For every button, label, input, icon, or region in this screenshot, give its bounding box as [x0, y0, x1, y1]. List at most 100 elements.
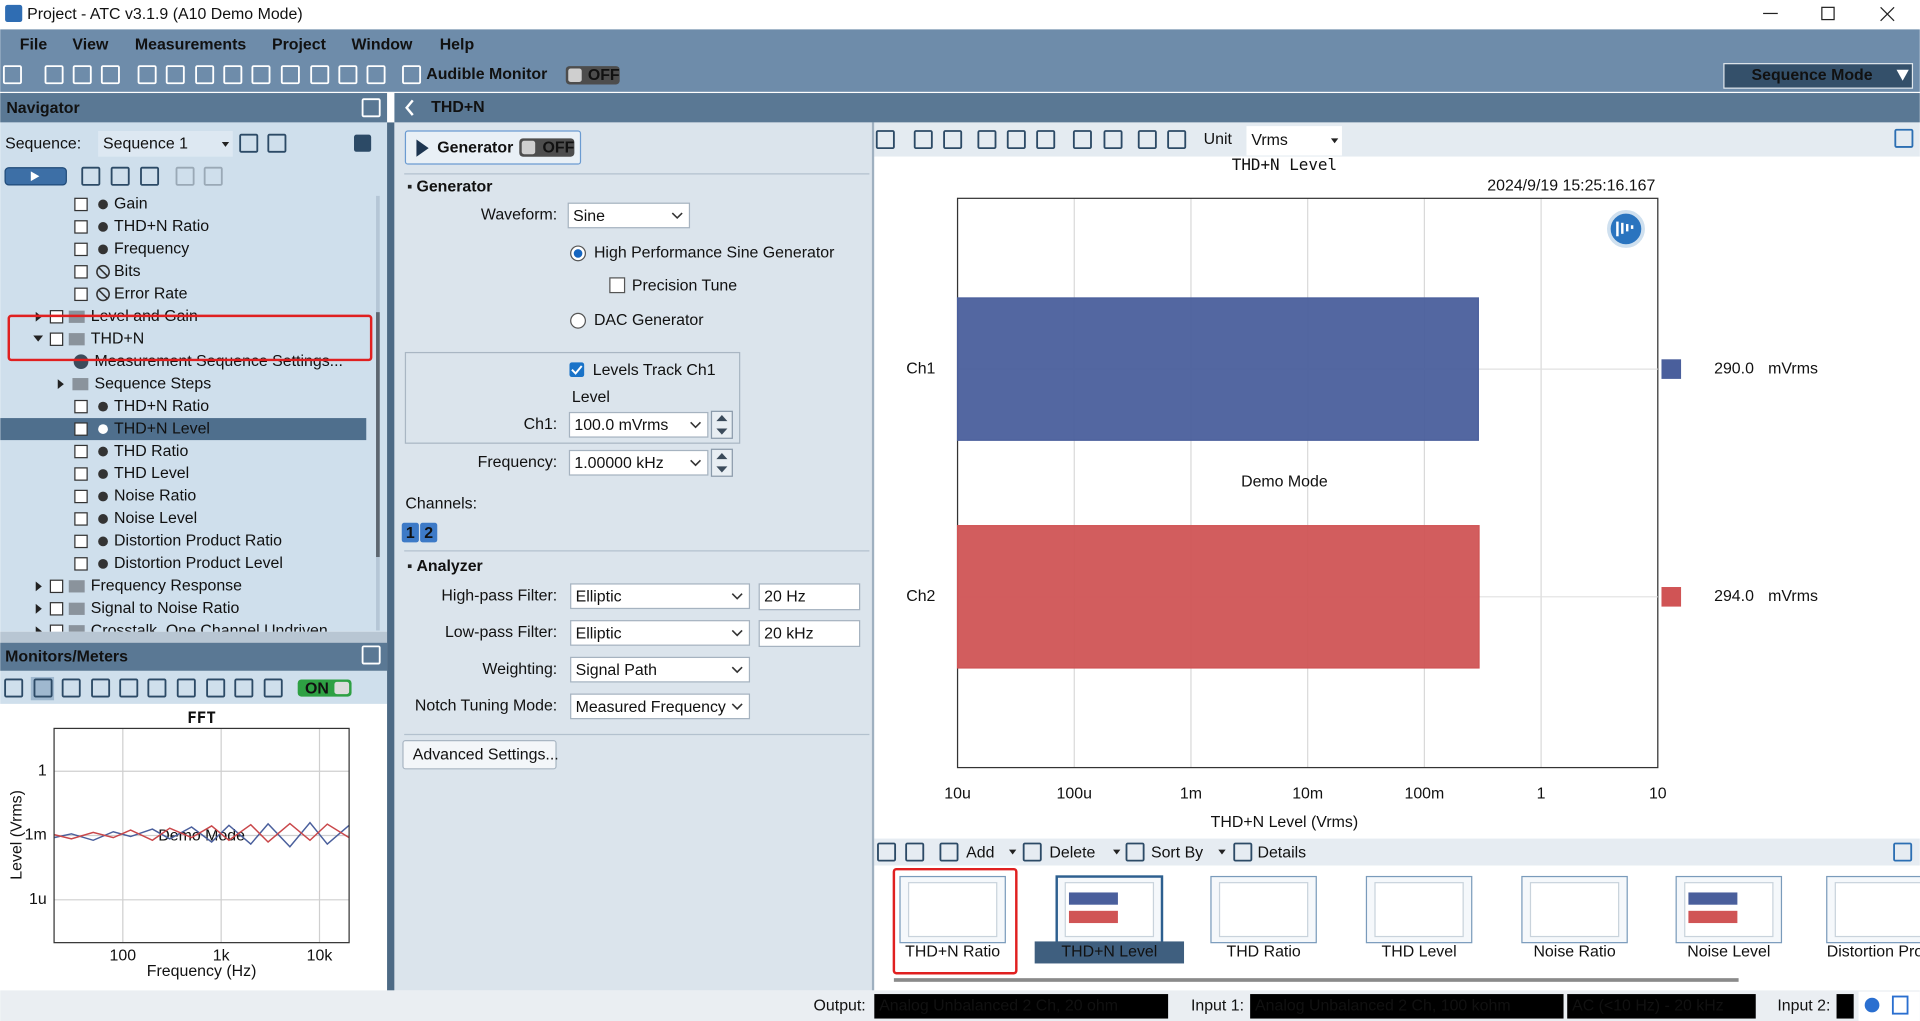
tree-item[interactable]: THD+N Ratio: [114, 218, 209, 235]
toolbar-icon[interactable]: [147, 678, 167, 698]
toolbar-icon[interactable]: [195, 65, 215, 85]
checkbox[interactable]: [49, 579, 64, 594]
toolbar-icon[interactable]: [366, 65, 386, 85]
toolbar-icon[interactable]: [1894, 128, 1914, 148]
analyzer-input[interactable]: [758, 620, 861, 648]
toolbar-icon[interactable]: [175, 166, 195, 186]
tree-item[interactable]: Bits: [114, 263, 141, 280]
toolbar-icon[interactable]: [176, 678, 196, 698]
toolbar-icon[interactable]: [91, 678, 111, 698]
channel-button[interactable]: [420, 522, 438, 543]
back-button[interactable]: [405, 99, 414, 116]
checkbox[interactable]: [49, 624, 64, 637]
toolbar-icon[interactable]: [1893, 842, 1913, 862]
menu-item[interactable]: File: [20, 36, 48, 53]
toolbar-icon[interactable]: [2, 65, 22, 85]
toolbar-icon[interactable]: [1036, 130, 1056, 150]
toolbar-icon[interactable]: [1167, 130, 1187, 150]
checkbox[interactable]: [74, 534, 88, 549]
toolbar-icon[interactable]: [72, 65, 92, 85]
analyzer-select[interactable]: [570, 620, 751, 646]
checkbox[interactable]: [74, 489, 88, 504]
toolbar-icon[interactable]: [251, 65, 271, 85]
toolbar-icon[interactable]: [263, 678, 283, 698]
checkbox[interactable]: [74, 287, 88, 302]
checkbox[interactable]: [74, 197, 88, 212]
checkbox[interactable]: [74, 265, 88, 279]
toolbar-icon[interactable]: [44, 65, 64, 85]
toolbar-icon[interactable]: [1125, 842, 1145, 862]
tree-item[interactable]: THD Ratio: [114, 443, 188, 460]
toolbar-icon[interactable]: [875, 130, 895, 150]
analyzer-select[interactable]: [570, 693, 751, 720]
toolbar-icon[interactable]: [234, 678, 254, 698]
tree-item[interactable]: Signal to Noise Ratio: [91, 600, 240, 617]
scrollbar-thumb[interactable]: [376, 312, 380, 558]
toolbar-icon[interactable]: [33, 678, 53, 698]
toolbar-icon[interactable]: [913, 130, 933, 150]
tree-item[interactable]: Distortion Product Ratio: [114, 533, 282, 550]
tree-item[interactable]: Measurement Sequence Settings...: [94, 353, 342, 370]
tree-item[interactable]: THD Level: [114, 465, 189, 482]
checkbox[interactable]: [74, 467, 88, 481]
toolbar-icon[interactable]: [1103, 130, 1123, 150]
menu-item[interactable]: Help: [440, 36, 475, 53]
toolbar-icon[interactable]: [877, 842, 897, 862]
results-action[interactable]: Details: [1257, 844, 1306, 861]
tree-item[interactable]: THD+N Level: [114, 420, 210, 437]
toolbar-icon[interactable]: [361, 98, 381, 118]
menu-item[interactable]: View: [72, 36, 109, 53]
toolbar-icon[interactable]: [203, 166, 223, 186]
checkbox[interactable]: [74, 512, 88, 526]
toolbar-icon[interactable]: [206, 678, 226, 698]
toolbar-icon[interactable]: [905, 842, 925, 862]
radio-button[interactable]: [570, 312, 587, 329]
tree-item[interactable]: Noise Ratio: [114, 488, 196, 505]
toolbar-icon[interactable]: [977, 130, 997, 150]
checkbox[interactable]: [74, 444, 88, 459]
menu-item[interactable]: Window: [352, 36, 413, 53]
advanced-button[interactable]: [402, 740, 557, 770]
checkbox[interactable]: [49, 602, 64, 616]
tree-item[interactable]: Frequency: [114, 241, 189, 258]
toolbar-icon[interactable]: [939, 842, 959, 862]
toolbar-icon[interactable]: [137, 65, 157, 85]
toolbar-icon[interactable]: [1233, 842, 1253, 862]
tree-item[interactable]: Noise Level: [114, 510, 197, 527]
menu-item[interactable]: Measurements: [135, 36, 247, 53]
toolbar-icon[interactable]: [239, 133, 259, 153]
checkbox[interactable]: [609, 277, 626, 294]
waveform-select[interactable]: [567, 202, 691, 229]
spinner[interactable]: [710, 448, 733, 477]
menu-item[interactable]: Project: [272, 36, 327, 53]
toolbar-icon[interactable]: [310, 65, 330, 85]
channel-button[interactable]: [401, 522, 419, 543]
unit-select[interactable]: [1246, 126, 1342, 156]
thumbnail-scrollbar[interactable]: [893, 978, 1739, 982]
results-action[interactable]: Sort By: [1151, 844, 1203, 861]
checkbox[interactable]: [74, 242, 88, 257]
toolbar-icon[interactable]: [1137, 130, 1157, 150]
expand-arrow[interactable]: [35, 603, 42, 614]
results-action[interactable]: Delete: [1049, 844, 1095, 861]
toolbar-icon[interactable]: [267, 133, 287, 153]
expand-arrow[interactable]: [35, 626, 42, 636]
close-button[interactable]: [1880, 6, 1895, 22]
tree-item[interactable]: Frequency Response: [91, 578, 242, 595]
checkbox[interactable]: [74, 422, 88, 436]
checkbox[interactable]: [74, 557, 88, 571]
checkbox[interactable]: [74, 399, 88, 414]
tree-item[interactable]: Crosstalk, One Channel Undriven: [91, 622, 328, 639]
results-action[interactable]: Add: [966, 844, 994, 861]
toolbar-icon[interactable]: [61, 678, 81, 698]
frequency-select[interactable]: [568, 449, 709, 476]
toolbar-icon[interactable]: [81, 166, 101, 186]
toolbar-icon[interactable]: [140, 166, 160, 186]
toolbar-icon[interactable]: [165, 65, 185, 85]
toolbar-icon[interactable]: [1072, 130, 1092, 150]
checkbox[interactable]: [74, 220, 88, 234]
tree-item[interactable]: Gain: [114, 196, 148, 213]
checkbox[interactable]: [49, 332, 64, 346]
tree-item[interactable]: THD+N: [91, 330, 144, 347]
toolbar-icon[interactable]: [1006, 130, 1026, 150]
